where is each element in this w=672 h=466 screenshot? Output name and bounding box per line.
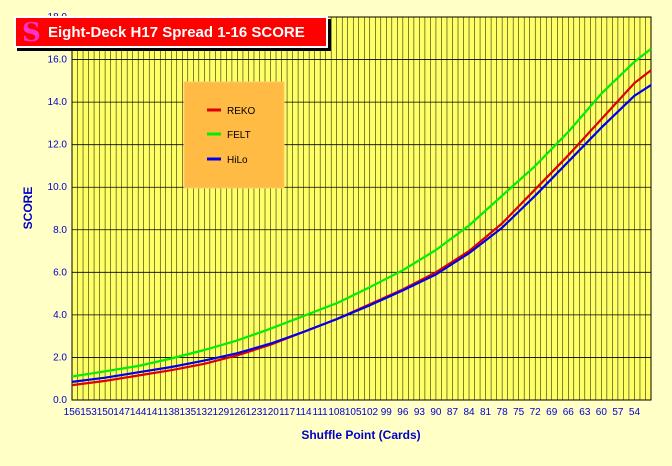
x-tick-label: 72 — [530, 407, 542, 418]
x-tick-label: 99 — [381, 407, 393, 418]
x-tick-label: 63 — [579, 407, 591, 418]
x-tick-label: 102 — [361, 407, 378, 418]
y-tick-label: 14.0 — [48, 97, 68, 108]
x-tick-label: 105 — [345, 407, 362, 418]
x-tick-label: 84 — [463, 407, 475, 418]
x-tick-label: 114 — [296, 407, 312, 418]
x-tick-label: 141 — [146, 407, 163, 418]
legend: REKO FELT HiLo — [183, 81, 285, 189]
x-tick-label: 111 — [313, 407, 329, 418]
x-tick-label: 81 — [480, 407, 492, 418]
x-tick-label: 57 — [612, 407, 624, 418]
x-tick-label: 93 — [414, 407, 426, 418]
chart-title: Eight-Deck H17 Spread 1-16 SCORE — [48, 24, 305, 41]
horizontal-gridlines — [72, 59, 651, 358]
x-tick-label: 90 — [430, 407, 442, 418]
chart-title-banner: S Eight-Deck H17 Spread 1-16 SCORE — [14, 16, 328, 48]
y-tick-label: 4.0 — [53, 310, 67, 321]
x-tick-label: 147 — [113, 407, 130, 418]
x-tick-label: 75 — [513, 407, 525, 418]
x-tick-label: 69 — [546, 407, 558, 418]
x-tick-label: 120 — [262, 407, 279, 418]
x-tick-label: 156 — [64, 407, 81, 418]
series-line-felt — [71, 48, 652, 378]
x-tick-label: 96 — [397, 407, 409, 418]
logo-icon: S — [22, 18, 41, 48]
x-tick-label: 144 — [130, 407, 147, 418]
vertical-gridlines — [77, 17, 646, 400]
y-tick-label: 16.0 — [48, 55, 68, 66]
x-tick-label: 126 — [229, 407, 246, 418]
y-tick-label: 8.0 — [53, 225, 67, 236]
x-tick-label: 138 — [163, 407, 180, 418]
x-tick-label: 129 — [213, 407, 230, 418]
x-tick-label: 150 — [97, 407, 114, 418]
legend-label-felt: FELT — [227, 130, 251, 141]
x-tick-label: 153 — [80, 407, 97, 418]
x-tick-label: 135 — [179, 407, 196, 418]
x-tick-label: 60 — [596, 407, 608, 418]
y-tick-label: 12.0 — [48, 140, 68, 151]
y-tick-label: 2.0 — [53, 352, 67, 363]
x-tick-label: 123 — [246, 407, 263, 418]
y-axis-label: SCORE — [21, 187, 35, 230]
legend-box — [183, 81, 285, 189]
x-tick-label: 66 — [563, 407, 575, 418]
legend-label-reko: REKO — [227, 106, 256, 117]
x-axis-label: Shuffle Point (Cards) — [301, 428, 420, 442]
plot-area — [71, 16, 652, 401]
x-tick-label: 132 — [196, 407, 213, 418]
x-tick-label: 78 — [497, 407, 509, 418]
y-tick-label: 10.0 — [48, 182, 68, 193]
x-tick-label: 54 — [629, 407, 641, 418]
x-tick-labels: 156 153 150 147 144 141 138 135 132 129 126 123 120 1… — [64, 407, 641, 418]
y-tick-label: 0.0 — [53, 395, 67, 406]
y-tick-label: 6.0 — [53, 267, 67, 278]
series-lines — [71, 48, 652, 387]
legend-label-hilo: HiLo — [227, 155, 248, 166]
series-line-hilo — [71, 84, 652, 383]
y-tick-labels: 0.02.04.06.08.010.012.014.016.018.0 — [48, 12, 68, 406]
x-tick-label: 117 — [279, 407, 295, 418]
x-tick-label: 87 — [447, 407, 459, 418]
x-tick-label: 108 — [328, 407, 345, 418]
